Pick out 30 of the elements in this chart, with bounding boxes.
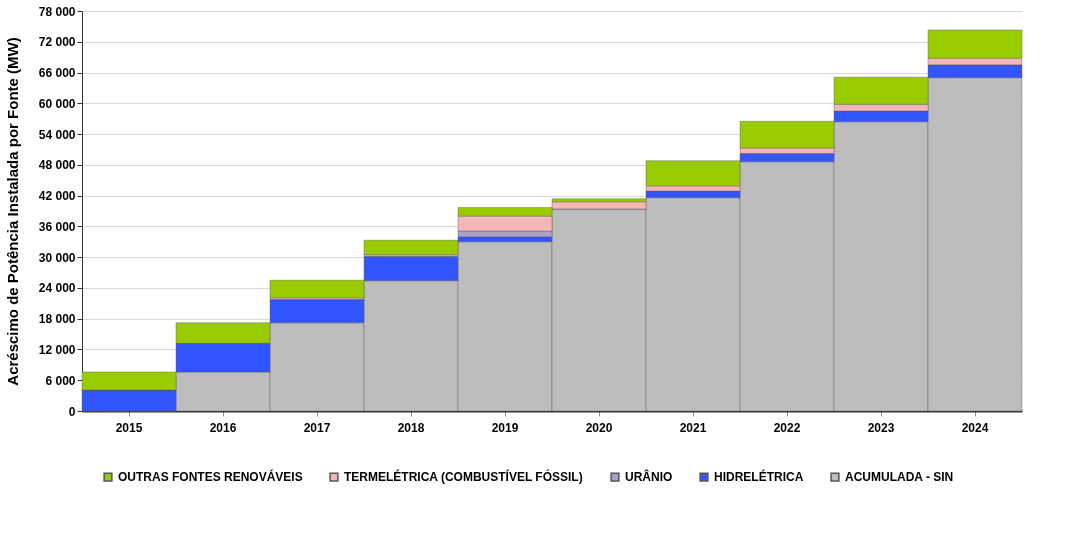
- x-tick-label: 2016: [209, 420, 237, 435]
- y-tick-label: 42 000: [38, 189, 76, 204]
- y-tick-label: 24 000: [38, 281, 76, 296]
- legend-label: HIDRELÉTRICA: [714, 469, 804, 485]
- y-tick-label: 0: [68, 404, 76, 419]
- x-tick-label: 2021: [679, 420, 707, 435]
- legend-label: ACUMULADA - SIN: [845, 470, 954, 485]
- x-tick-label: 2015: [115, 420, 143, 435]
- legend-label: URÂNIO: [625, 469, 673, 485]
- y-tick-label: 66 000: [38, 66, 76, 81]
- x-tick-label: 2019: [491, 420, 519, 435]
- y-tick-label: 36 000: [38, 219, 76, 234]
- y-tick-label: 60 000: [38, 96, 76, 111]
- y-tick-label: 6 000: [45, 373, 76, 388]
- y-axis-title: Acréscimo de Potência Instalada por Fonte (MW): [3, 37, 21, 386]
- y-tick-label: 78 000: [38, 4, 76, 19]
- x-tick-label: 2022: [773, 420, 801, 435]
- x-tick-label: 2023: [867, 420, 895, 435]
- y-tick-label: 72 000: [38, 35, 76, 50]
- y-tick-label: 12 000: [38, 342, 76, 357]
- y-tick-label: 48 000: [38, 158, 76, 173]
- y-tick-label: 18 000: [38, 312, 76, 327]
- legend-label: TERMELÉTRICA (COMBUSTÍVEL FÓSSIL): [344, 469, 583, 485]
- y-tick-label: 54 000: [38, 127, 76, 142]
- x-tick-label: 2018: [397, 420, 425, 435]
- y-tick-label: 30 000: [38, 250, 76, 265]
- x-tick-label: 2017: [303, 420, 331, 435]
- x-tick-label: 2024: [961, 420, 989, 435]
- legend-label: OUTRAS FONTES RENOVÁVEIS: [118, 469, 303, 485]
- x-tick-label: 2020: [585, 420, 613, 435]
